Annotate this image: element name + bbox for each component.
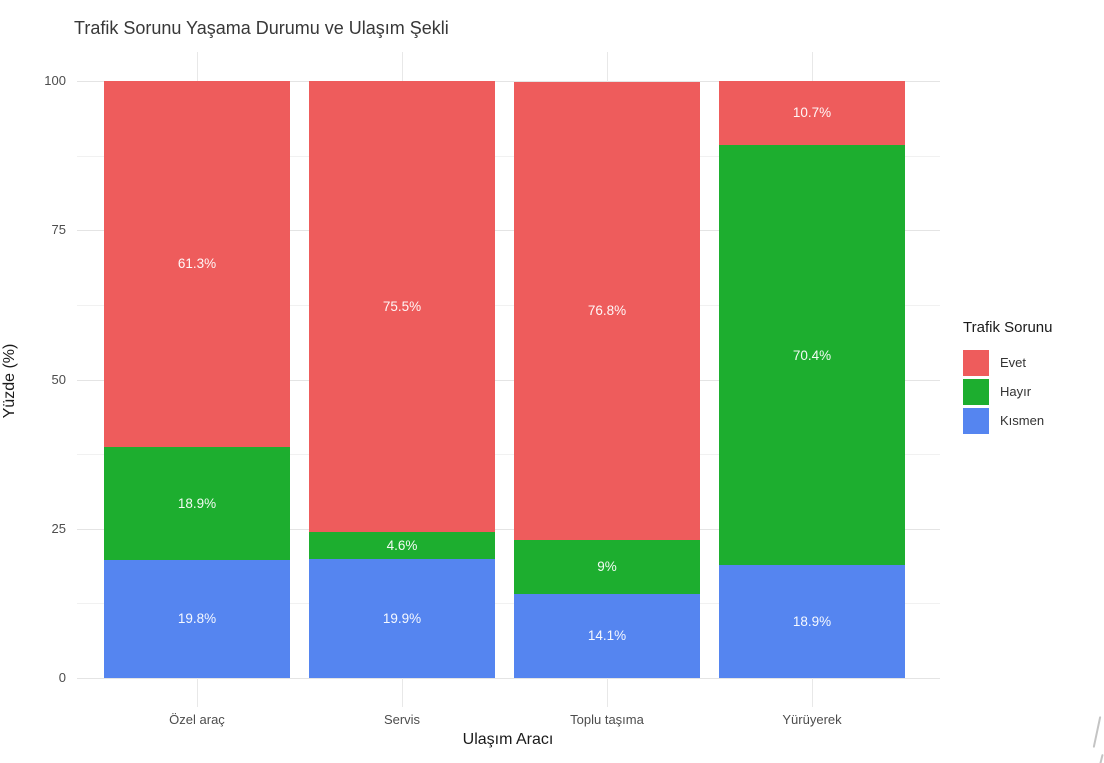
bar-segment-value-label: 19.9%	[382, 611, 422, 627]
scan-artifact-mark	[1098, 753, 1104, 763]
bar-segment-value-label: 76.8%	[587, 303, 627, 319]
legend-label: Evet	[1000, 355, 1027, 370]
bar-segment-hayır: 18.9%	[104, 446, 290, 560]
legend-item-hayır: Hayır	[963, 378, 1103, 405]
major-gridline	[77, 230, 940, 232]
x-tick-label: Servis	[383, 712, 421, 727]
minor-gridline	[77, 304, 940, 306]
stacked-bar: 14.1% 9% 76.8%	[514, 52, 700, 707]
bar-segment-kısmen: 19.8%	[104, 559, 290, 678]
y-tick-label: 50	[51, 371, 66, 387]
bar-segment-value-label: 61.3%	[177, 256, 217, 272]
bar-segment-value-label: 18.9%	[792, 614, 832, 630]
bar-segment-evet: 76.8%	[514, 81, 700, 541]
bar-segment-value-label: 9%	[597, 559, 617, 575]
bar-segment-value-label: 14.1%	[587, 628, 627, 644]
bar-segment-evet: 10.7%	[719, 81, 905, 145]
chart-title: Trafik Sorunu Yaşama Durumu ve Ulaşım Şe…	[74, 18, 449, 38]
bar-segment-evet: 61.3%	[104, 81, 290, 447]
legend-item-kısmen: Kısmen	[963, 407, 1103, 434]
legend-swatch	[963, 378, 989, 405]
y-tick-label: 75	[51, 222, 66, 238]
major-gridline	[77, 678, 940, 679]
bar-segment-kısmen: 14.1%	[514, 593, 700, 678]
bar-segment-value-label: 10.7%	[792, 105, 832, 121]
bar-segment-hayır: 9%	[514, 540, 700, 594]
legend-swatch	[963, 349, 989, 376]
legend-title: Trafik Sorunu	[963, 319, 1053, 336]
minor-gridline	[77, 603, 940, 605]
legend-swatch	[963, 407, 989, 434]
x-tick-label: Özel araç	[169, 712, 225, 727]
bar-segment-value-label: 70.4%	[792, 347, 832, 363]
y-tick-label: 0	[58, 670, 66, 685]
bar-segment-value-label: 75.5%	[382, 298, 422, 314]
major-gridline	[77, 379, 940, 381]
stacked-bar: 18.9% 70.4% 10.7%	[719, 52, 905, 707]
major-gridline	[77, 528, 940, 530]
y-tick-label: 25	[51, 520, 66, 536]
bar-segment-kısmen: 19.9%	[309, 559, 495, 678]
x-tick-label: Toplu taşıma	[570, 712, 644, 727]
minor-gridline	[77, 454, 940, 456]
legend-item-evet: Evet	[963, 349, 1103, 376]
major-gridline	[77, 81, 940, 82]
stacked-bar: 19.9% 4.6% 75.5%	[309, 52, 495, 707]
plot-panel: 19.8% 18.9% 61.3% 19.9% 4.6% 75.5% 14.1% 9% 76.8…	[77, 52, 940, 707]
scan-artifact-mark	[1092, 716, 1102, 748]
bar-segment-value-label: 18.9%	[177, 495, 217, 511]
bar-segment-hayır: 4.6%	[309, 531, 495, 560]
x-tick-label: Yürüyerek	[782, 712, 842, 727]
minor-gridline	[77, 155, 940, 157]
bar-segment-value-label: 4.6%	[386, 537, 418, 553]
bar-segment-evet: 75.5%	[309, 81, 495, 532]
bar-segment-value-label: 19.8%	[177, 611, 217, 627]
bar-segment-hayır: 70.4%	[719, 144, 905, 566]
legend: Trafik Sorunu Evet Hayır Kısmen	[963, 319, 1103, 436]
stacked-bar: 19.8% 18.9% 61.3%	[104, 52, 290, 707]
x-axis-title: Ulaşım Aracı	[462, 731, 554, 748]
bar-segment-kısmen: 18.9%	[719, 565, 905, 678]
legend-label: Hayır	[1000, 384, 1032, 399]
legend-items: Evet Hayır Kısmen	[963, 349, 1103, 434]
legend-label: Kısmen	[1000, 413, 1045, 428]
y-tick-label: 100	[44, 73, 66, 88]
